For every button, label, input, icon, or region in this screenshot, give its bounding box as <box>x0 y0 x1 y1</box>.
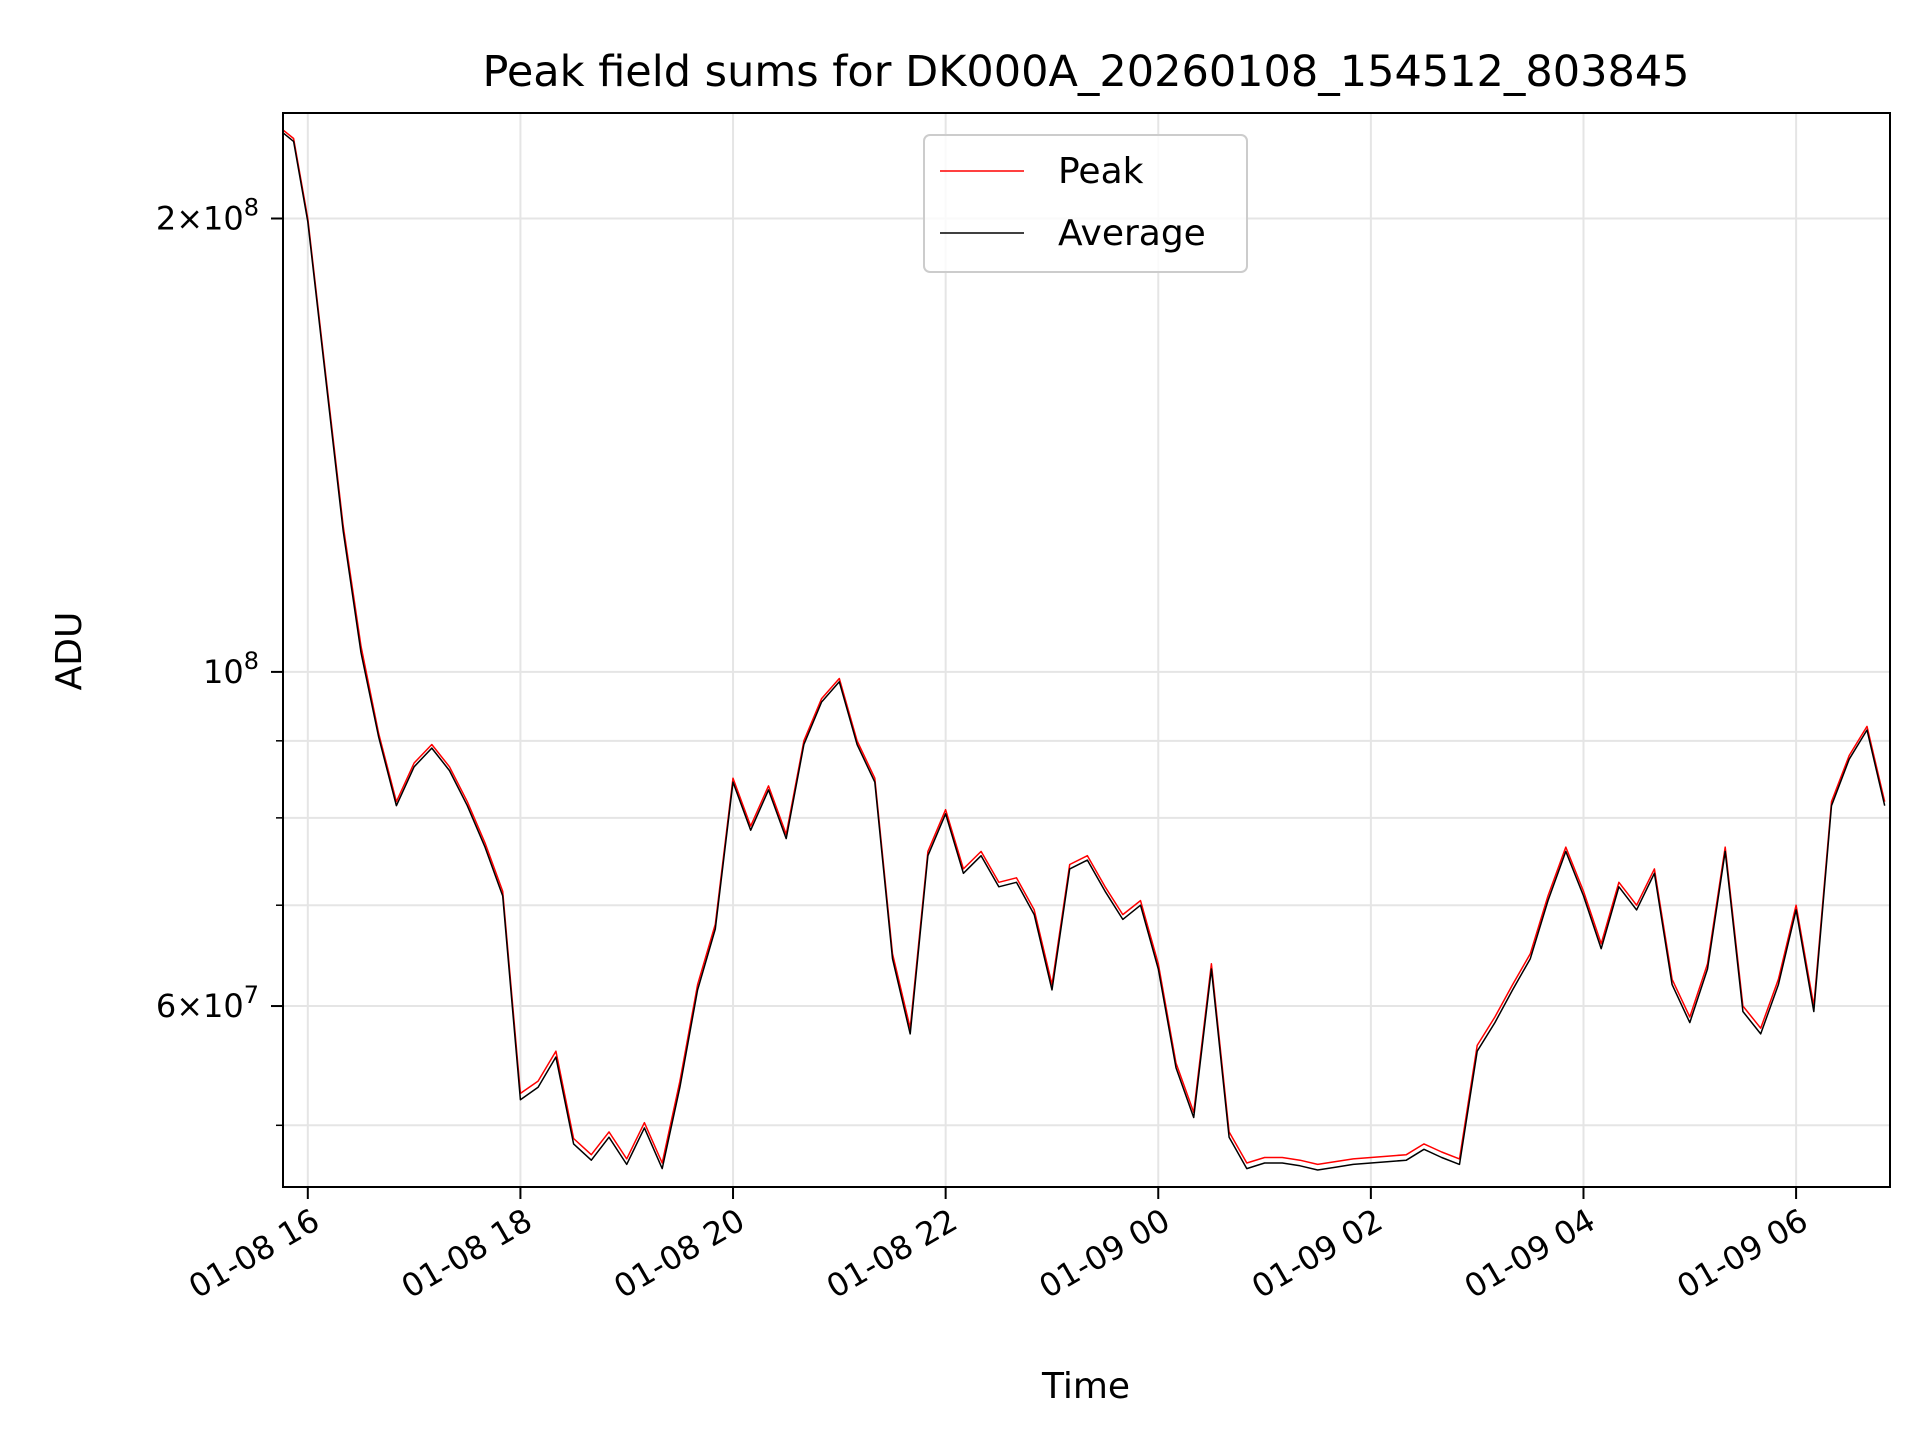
y-tick-label: 2×108 <box>156 193 259 237</box>
y-tick-base: 6 <box>156 987 176 1025</box>
chart-title: Peak field sums for DK000A_20260108_1545… <box>482 47 1689 97</box>
y-tick-base: 2 <box>156 199 176 237</box>
x-tick-label: 01-08 16 <box>182 1201 326 1306</box>
x-tick-label: 01-08 18 <box>395 1201 539 1306</box>
x-tick-label: 01-09 04 <box>1458 1201 1602 1306</box>
x-axis-label: Time <box>1041 1366 1130 1407</box>
plot-background <box>283 113 1890 1187</box>
y-tick-label: 108 <box>203 647 259 691</box>
plot-frame <box>282 112 1891 1188</box>
x-tick-label: 01-09 06 <box>1670 1201 1814 1306</box>
y-tick-times: ×10 <box>176 987 244 1025</box>
series-layer <box>282 129 1886 1171</box>
legend-peak-label: Peak <box>1058 151 1144 192</box>
series-line-average <box>282 132 1886 1171</box>
y-tick-exponent: 7 <box>244 981 259 1009</box>
y-tick-exponent: 8 <box>244 647 259 675</box>
x-tick-label: 01-08 22 <box>820 1201 964 1306</box>
x-tick-label: 01-09 00 <box>1033 1201 1177 1306</box>
x-tick-label: 01-09 02 <box>1245 1201 1389 1306</box>
legend: Peak Average <box>923 134 1248 273</box>
x-tick-label: 01-08 20 <box>607 1201 751 1306</box>
x-axis: 01-08 16 01-08 18 01-08 20 01-08 22 01-09 00… <box>182 1187 1814 1306</box>
series-line-peak <box>282 129 1886 1166</box>
y-tick-label: 6×107 <box>156 981 259 1025</box>
y-tick-base: 10 <box>203 653 244 691</box>
y-axis-label: ADU <box>49 612 90 691</box>
legend-box <box>923 134 1248 273</box>
y-tick-times: ×10 <box>176 199 244 237</box>
grid <box>283 113 1890 1187</box>
legend-average-label: Average <box>1058 213 1206 254</box>
y-tick-exponent: 8 <box>244 193 259 221</box>
